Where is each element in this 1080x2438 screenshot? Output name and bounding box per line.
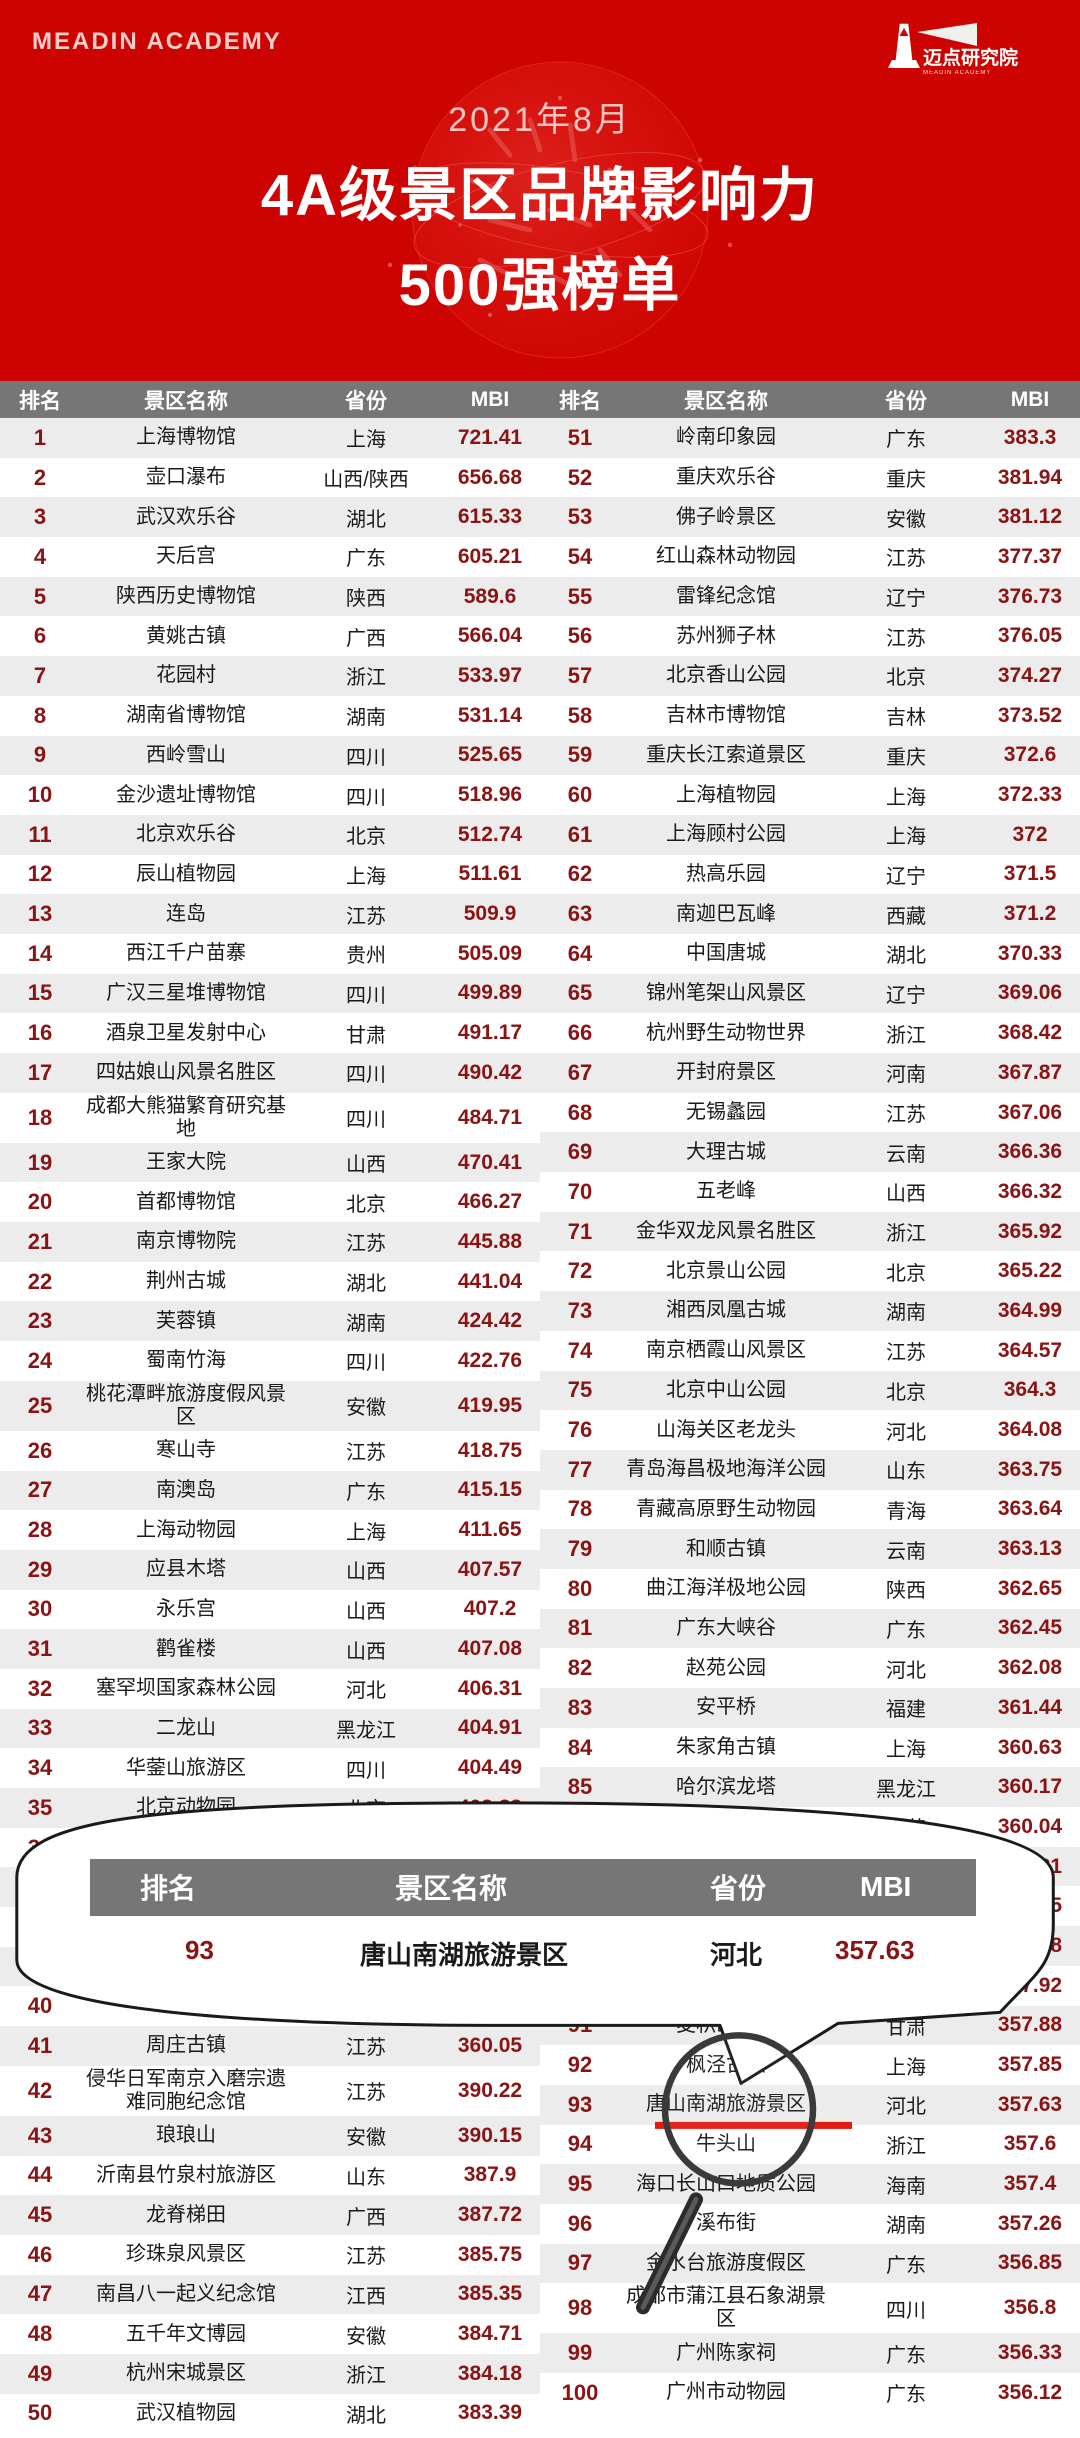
svg-text:MEADIN ACADEMY: MEADIN ACADEMY bbox=[923, 70, 991, 76]
svg-text:迈点研究院: 迈点研究院 bbox=[923, 46, 1018, 69]
